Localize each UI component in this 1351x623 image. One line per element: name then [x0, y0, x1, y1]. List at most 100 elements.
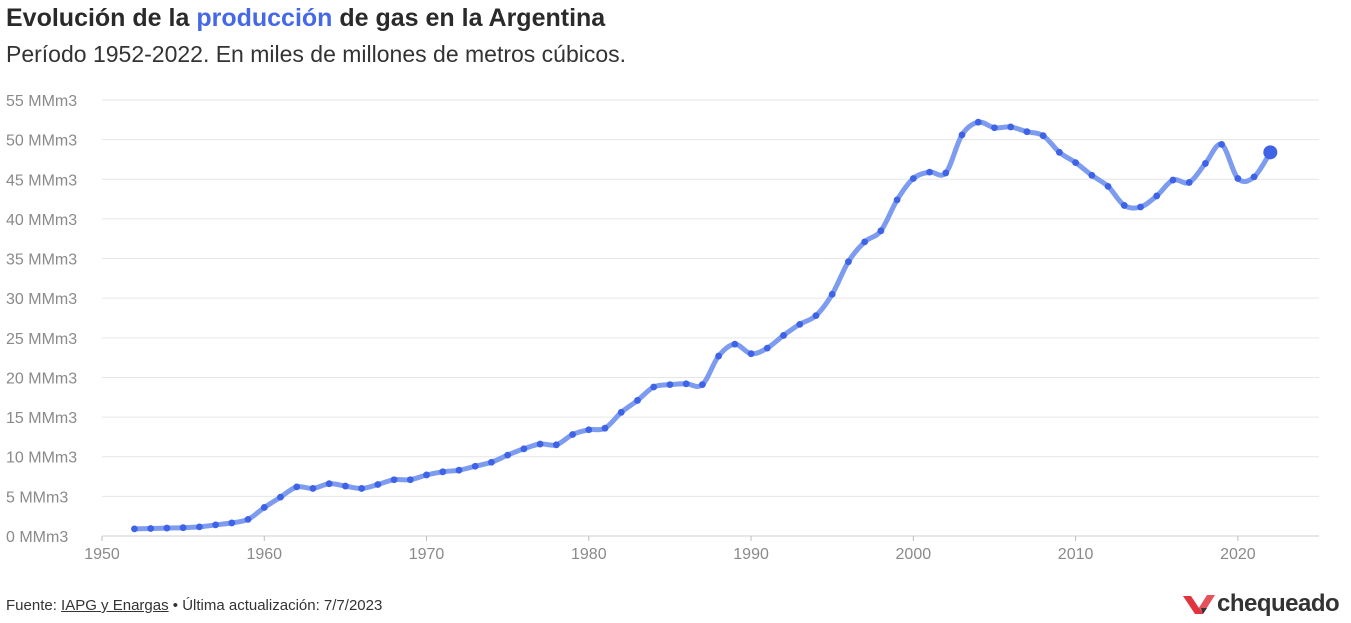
- data-point: [455, 466, 463, 474]
- x-tick-label: 1970: [409, 546, 445, 563]
- line-chart: 0 MMm3 5 MMm3 10 MMm3 15 MMm3 20 MMm3 25 MMm3…: [6, 93, 1319, 563]
- data-point: [585, 426, 593, 434]
- data-point: [536, 440, 544, 448]
- data-point: [195, 523, 203, 531]
- x-tick-label: 1960: [246, 546, 282, 563]
- x-tick-label: 2010: [1058, 546, 1094, 563]
- data-point: [406, 476, 414, 484]
- data-point: [552, 441, 560, 449]
- y-tick-label: 55 MMm3: [6, 93, 77, 110]
- y-tick-label: 30 MMm3: [6, 291, 77, 308]
- data-point: [1137, 203, 1144, 211]
- data-point: [731, 340, 739, 348]
- data-point: [163, 524, 171, 532]
- chart-title: Evolución de la producción de gas en la …: [6, 4, 605, 33]
- data-point: [1088, 171, 1096, 179]
- data-point: [471, 462, 479, 470]
- chart-subtitle: Período 1952-2022. En miles de millones …: [6, 41, 627, 67]
- data-point: [390, 476, 398, 484]
- data-point: [1234, 175, 1242, 182]
- data-point: [650, 383, 658, 391]
- data-point: [617, 408, 625, 416]
- data-point: [991, 124, 998, 132]
- x-tick-label: 2020: [1220, 546, 1256, 563]
- data-point: [828, 290, 836, 298]
- footer-suffix: • Última actualización: 7/7/2023: [168, 597, 383, 614]
- y-tick-label: 5 MMm3: [6, 489, 68, 506]
- title-highlight: producción: [196, 4, 333, 32]
- data-point: [812, 312, 820, 320]
- x-tick-label: 2000: [896, 546, 932, 563]
- y-tick-label: 20 MMm3: [6, 370, 77, 387]
- logo-text: chequeado: [1217, 590, 1340, 617]
- data-point: [423, 471, 430, 479]
- data-point: [1185, 179, 1193, 186]
- title-part2: de gas en la Argentina: [332, 4, 606, 32]
- data-point: [1023, 128, 1031, 136]
- data-point: [131, 525, 138, 533]
- title-part1: Evolución de la: [6, 4, 197, 32]
- data-point: [715, 352, 723, 360]
- data-point: [1169, 176, 1177, 184]
- x-tick-label: 1990: [733, 546, 769, 563]
- data-point: [1039, 132, 1047, 140]
- y-tick-label: 0 MMm3: [6, 529, 68, 546]
- data-point: [325, 480, 333, 488]
- data-point: [342, 482, 349, 490]
- data-point: [212, 521, 219, 529]
- data-point: [974, 118, 982, 126]
- source-link[interactable]: IAPG y Enargas: [61, 597, 169, 614]
- data-point: [1104, 183, 1112, 190]
- x-tick-label: 1950: [84, 546, 120, 563]
- data-point: [520, 445, 528, 453]
- data-point: [1202, 160, 1209, 167]
- data-point: [374, 481, 382, 488]
- y-tick-label: 15 MMm3: [6, 410, 77, 427]
- data-point: [1072, 159, 1079, 167]
- data-point: [682, 380, 690, 388]
- data-point: [358, 485, 366, 492]
- data-point: [1153, 192, 1161, 200]
- data-point: [488, 458, 495, 466]
- data-point: [861, 238, 869, 246]
- data-point: [845, 258, 852, 266]
- data-point: [260, 504, 268, 511]
- x-tick-label: 1980: [571, 546, 607, 563]
- footer-prefix: Fuente:: [6, 597, 62, 614]
- data-point: [796, 320, 804, 328]
- data-point: [1218, 140, 1226, 148]
- data-point: [1055, 148, 1063, 156]
- data-point: [569, 431, 576, 438]
- data-point: [147, 525, 155, 532]
- data-point: [780, 332, 787, 339]
- footer: Fuente: IAPG y Enargas • Última actualiz…: [6, 597, 382, 614]
- y-tick-label: 45 MMm3: [6, 172, 77, 189]
- y-tick-label: 10 MMm3: [6, 450, 77, 467]
- y-tick-label: 25 MMm3: [6, 331, 77, 348]
- y-tick-label: 40 MMm3: [6, 212, 77, 229]
- data-point: [1250, 173, 1258, 181]
- y-tick-label: 50 MMm3: [6, 133, 77, 150]
- data-point: [634, 397, 641, 404]
- data-point: [439, 468, 447, 476]
- chequeado-logo-icon: [1183, 595, 1215, 614]
- data-point: [958, 131, 966, 139]
- data-point: [1120, 202, 1128, 209]
- data-point: [277, 493, 284, 501]
- data-point: [244, 515, 252, 523]
- y-tick-label: 35 MMm3: [6, 252, 77, 269]
- data-point: [309, 485, 317, 492]
- data-point: [666, 381, 674, 388]
- data-point: [747, 350, 755, 358]
- data-point: [877, 227, 885, 235]
- data-point: [926, 168, 933, 176]
- chequeado-logo[interactable]: chequeado: [1181, 590, 1340, 618]
- series-line: [132, 119, 1273, 532]
- data-point: [893, 196, 901, 204]
- data-point: [228, 519, 236, 527]
- data-point: [601, 424, 609, 432]
- data-point: [698, 381, 706, 388]
- data-point: [179, 524, 187, 532]
- data-point: [909, 175, 917, 182]
- data-point: [763, 344, 771, 352]
